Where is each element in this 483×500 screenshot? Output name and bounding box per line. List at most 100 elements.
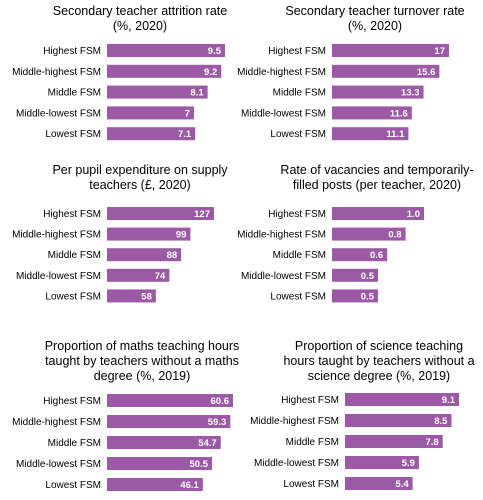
value-label-middle-highest-fsm: 59.3 — [208, 417, 227, 428]
bar-middle-fsm — [107, 436, 221, 449]
category-label-middle-highest-fsm: Middle-highest FSM — [250, 416, 339, 427]
value-label-highest-fsm: 127 — [194, 209, 210, 220]
bar-highest-fsm — [107, 394, 233, 407]
bar-highest-fsm — [332, 44, 449, 57]
category-label-highest-fsm: Highest FSM — [268, 209, 326, 220]
value-label-middle-fsm: 7.8 — [425, 437, 438, 448]
bar-middle-lowest-fsm — [345, 456, 419, 469]
category-label-middle-highest-fsm: Middle-highest FSM — [237, 67, 326, 78]
value-label-middle-highest-fsm: 15.6 — [417, 67, 436, 78]
category-label-highest-fsm: Highest FSM — [43, 209, 101, 220]
value-label-middle-fsm: 0.6 — [370, 250, 383, 261]
chart-title: Proportion of science teaching hours tau… — [283, 339, 475, 383]
category-label-middle-fsm: Middle FSM — [273, 88, 326, 99]
category-label-lowest-fsm: Lowest FSM — [270, 291, 326, 302]
category-label-middle-fsm: Middle FSM — [48, 438, 101, 449]
category-label-middle-highest-fsm: Middle-highest FSM — [12, 417, 101, 428]
value-label-middle-lowest-fsm: 50.5 — [190, 459, 209, 470]
category-label-middle-lowest-fsm: Middle-lowest FSM — [16, 459, 101, 470]
chart-title: Rate of vacancies and temporarily- fille… — [280, 163, 474, 192]
bar-highest-fsm — [332, 207, 424, 220]
chart-title: Secondary teacher attrition rate (%, 202… — [52, 4, 228, 33]
value-label-middle-lowest-fsm: 0.5 — [361, 271, 375, 282]
value-label-lowest-fsm: 5.4 — [395, 479, 409, 490]
bar-middle-lowest-fsm — [107, 268, 170, 282]
category-label-middle-fsm: Middle FSM — [273, 250, 326, 261]
bar-lowest-fsm — [107, 289, 156, 303]
bar-highest-fsm — [345, 393, 459, 406]
category-label-lowest-fsm: Lowest FSM — [45, 291, 101, 302]
bar-middle-fsm — [332, 85, 424, 99]
value-label-lowest-fsm: 11.1 — [386, 129, 405, 140]
bar-middle-highest-fsm — [107, 227, 191, 241]
category-label-middle-lowest-fsm: Middle-lowest FSM — [16, 271, 101, 282]
category-label-middle-fsm: Middle FSM — [48, 88, 101, 99]
category-label-highest-fsm: Highest FSM — [43, 396, 101, 407]
bar-lowest-fsm — [107, 478, 203, 491]
value-label-lowest-fsm: 46.1 — [180, 480, 199, 491]
bar-middle-lowest-fsm — [332, 268, 378, 282]
bar-middle-fsm — [332, 248, 388, 262]
category-label-middle-lowest-fsm: Middle-lowest FSM — [16, 108, 101, 119]
bar-lowest-fsm — [345, 477, 413, 490]
category-label-lowest-fsm: Lowest FSM — [45, 480, 101, 491]
value-label-lowest-fsm: 7.1 — [178, 129, 192, 140]
bar-lowest-fsm — [332, 127, 409, 141]
bar-middle-lowest-fsm — [332, 106, 412, 120]
category-label-highest-fsm: Highest FSM — [268, 46, 326, 57]
bar-middle-fsm — [107, 85, 208, 99]
bar-middle-fsm — [107, 248, 182, 262]
category-label-lowest-fsm: Lowest FSM — [270, 129, 326, 140]
chart-title: Per pupil expenditure on supply teachers… — [52, 163, 228, 192]
chart-title: Proportion of maths teaching hours taugh… — [44, 339, 240, 383]
value-label-highest-fsm: 9.1 — [442, 395, 456, 406]
value-label-highest-fsm: 9.5 — [208, 46, 222, 57]
value-label-middle-highest-fsm: 99 — [176, 230, 187, 241]
bar-lowest-fsm — [332, 289, 378, 303]
value-label-middle-lowest-fsm: 11.6 — [390, 108, 408, 119]
category-label-middle-fsm: Middle FSM — [286, 437, 339, 448]
category-label-middle-fsm: Middle FSM — [48, 250, 101, 261]
category-label-highest-fsm: Highest FSM — [281, 395, 339, 406]
category-label-lowest-fsm: Lowest FSM — [283, 479, 339, 490]
value-label-middle-fsm: 88 — [167, 250, 178, 261]
category-label-middle-highest-fsm: Middle-highest FSM — [237, 230, 326, 241]
bar-middle-lowest-fsm — [107, 457, 212, 470]
category-label-highest-fsm: Highest FSM — [43, 46, 101, 57]
bar-highest-fsm — [107, 207, 214, 220]
value-label-lowest-fsm: 0.5 — [361, 291, 375, 302]
value-label-lowest-fsm: 58 — [141, 291, 152, 302]
bar-highest-fsm — [107, 44, 225, 57]
value-label-middle-lowest-fsm: 7 — [185, 108, 190, 119]
value-label-middle-fsm: 54.7 — [198, 438, 217, 449]
value-label-highest-fsm: 60.6 — [211, 396, 230, 407]
category-label-middle-highest-fsm: Middle-highest FSM — [12, 67, 101, 78]
bar-middle-highest-fsm — [332, 64, 440, 78]
value-label-highest-fsm: 1.0 — [407, 209, 420, 220]
value-label-middle-highest-fsm: 8.5 — [434, 416, 448, 427]
chart-title: Secondary teacher turnover rate (%, 2020… — [285, 4, 465, 33]
bar-middle-highest-fsm — [107, 64, 222, 78]
bar-middle-highest-fsm — [332, 227, 406, 241]
category-label-middle-lowest-fsm: Middle-lowest FSM — [241, 271, 326, 282]
bar-middle-fsm — [345, 435, 443, 448]
category-label-middle-lowest-fsm: Middle-lowest FSM — [241, 108, 326, 119]
category-label-lowest-fsm: Lowest FSM — [45, 129, 101, 140]
bar-middle-lowest-fsm — [107, 106, 194, 120]
value-label-middle-lowest-fsm: 5.9 — [402, 458, 415, 469]
category-label-middle-lowest-fsm: Middle-lowest FSM — [254, 458, 339, 469]
value-label-middle-lowest-fsm: 74 — [155, 271, 166, 282]
value-label-middle-highest-fsm: 9.2 — [204, 67, 217, 78]
value-label-middle-fsm: 13.3 — [401, 88, 420, 99]
category-label-middle-highest-fsm: Middle-highest FSM — [12, 230, 101, 241]
value-label-middle-highest-fsm: 0.8 — [388, 230, 401, 241]
bar-middle-highest-fsm — [107, 415, 231, 428]
bar-lowest-fsm — [107, 127, 196, 141]
bar-middle-highest-fsm — [345, 414, 452, 427]
